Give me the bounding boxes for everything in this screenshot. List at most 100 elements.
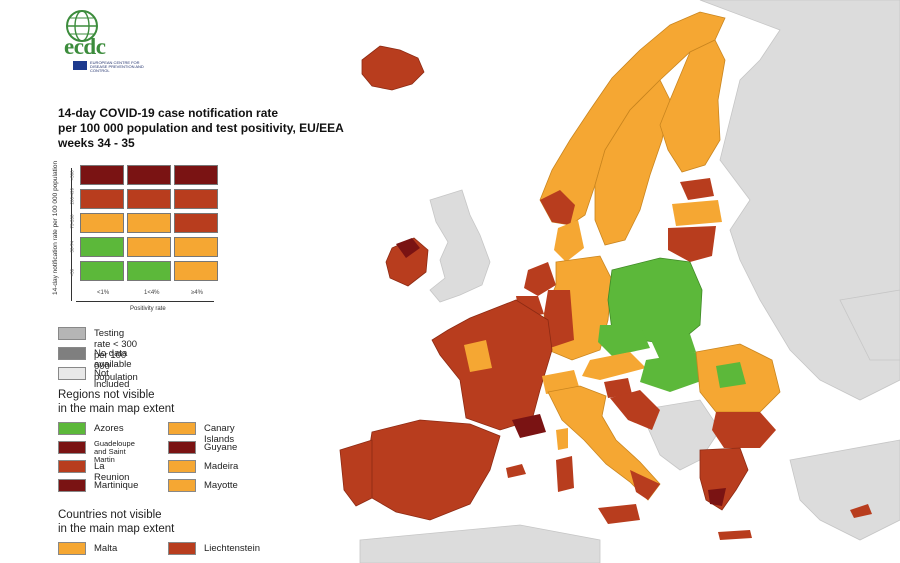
legend-swatch xyxy=(58,367,86,380)
region-norway-south xyxy=(540,190,575,225)
matrix-cell xyxy=(80,189,124,209)
legend-label: Liechtenstein xyxy=(204,543,260,554)
region-estonia xyxy=(680,178,714,200)
matrix-cell xyxy=(80,165,124,185)
region-crete xyxy=(718,530,752,540)
legend-label: Canary Islands xyxy=(204,423,235,445)
matrix-cell xyxy=(127,213,171,233)
legend-label: Malta xyxy=(94,543,118,554)
legend-label: Guadeloupe and Saint Martin xyxy=(94,439,135,464)
matrix-y-axis-label: 14-day notification rate per 100 000 pop… xyxy=(52,160,59,295)
matrix-cell xyxy=(80,213,124,233)
region-croatia xyxy=(610,390,660,430)
legend-swatch xyxy=(168,460,196,473)
matrix-cell xyxy=(127,261,171,281)
map-title: 14-day COVID-19 case notification rate p… xyxy=(58,106,388,151)
matrix-x-tick: <1% xyxy=(97,290,110,296)
ecdc-logo-text: ecdc xyxy=(64,34,106,59)
region-sicily xyxy=(598,504,640,524)
matrix-cell xyxy=(174,189,218,209)
region-sweden xyxy=(594,79,671,246)
not-included-land xyxy=(359,0,900,563)
region-cyprus xyxy=(850,504,872,518)
region-ireland xyxy=(385,237,429,287)
region-sardinia xyxy=(556,456,574,492)
region-slovakia xyxy=(650,334,696,360)
map-title-line3: weeks 34 - 35 xyxy=(58,136,135,150)
legend-label: Testing rate < 300 per 100 000 populatio… xyxy=(94,328,138,383)
region-hungary xyxy=(640,352,704,392)
matrix-cell xyxy=(174,237,218,257)
legend-swatch xyxy=(58,441,86,454)
matrix-cell xyxy=(127,237,171,257)
legend-label: La Reunion xyxy=(94,461,130,483)
eu-flag-icon xyxy=(73,61,87,70)
matrix-cell xyxy=(127,165,171,185)
legend-label: Martinique xyxy=(94,480,139,491)
color-matrix xyxy=(80,165,220,285)
matrix-x-axis-label: Positivity rate xyxy=(130,306,166,312)
legend-label: Azores xyxy=(94,423,124,434)
legend-label: No data available xyxy=(94,348,132,370)
region-czechia xyxy=(598,325,650,356)
region-lithuania xyxy=(668,226,716,262)
region-romania-center xyxy=(716,362,746,388)
countries-heading: Countries not visible in the main map ex… xyxy=(58,509,175,535)
region-slovenia xyxy=(604,378,632,398)
matrix-y-tick: <50 xyxy=(69,268,75,277)
legend-swatch xyxy=(58,347,86,360)
region-finland xyxy=(659,39,726,173)
legend-swatch xyxy=(58,327,86,340)
matrix-cell xyxy=(80,261,124,281)
region-germany-west xyxy=(544,290,574,348)
legend-swatch xyxy=(168,422,196,435)
matrix-y-tick: 75-200 xyxy=(69,214,75,229)
legend-swatch xyxy=(58,460,86,473)
legend-swatch xyxy=(168,479,196,492)
matrix-cell xyxy=(174,213,218,233)
matrix-x-tick: ≥4% xyxy=(191,290,203,296)
region-balearic xyxy=(506,464,526,478)
region-france-south-east xyxy=(512,414,546,438)
region-spain xyxy=(365,419,501,521)
region-corsica xyxy=(556,428,568,450)
region-portugal xyxy=(339,439,373,507)
legend-label: Mayotte xyxy=(204,480,238,491)
region-france-west xyxy=(464,340,492,372)
region-france xyxy=(431,299,553,431)
matrix-cell xyxy=(80,237,124,257)
matrix-y-tick: 200-499 xyxy=(69,187,75,205)
ecdc-logo-globe-icon xyxy=(66,10,98,42)
region-netherlands xyxy=(524,262,556,296)
matrix-x-axis xyxy=(76,301,214,302)
legend-swatch xyxy=(58,479,86,492)
legend-swatch xyxy=(168,542,196,555)
region-denmark xyxy=(554,220,584,262)
region-latvia xyxy=(672,200,722,226)
region-ireland-north xyxy=(396,238,420,258)
region-bulgaria xyxy=(712,412,776,448)
matrix-cell xyxy=(174,165,218,185)
regions-heading: Regions not visible in the main map exte… xyxy=(58,389,175,415)
matrix-cell xyxy=(127,189,171,209)
legend-label: Not included xyxy=(94,368,130,390)
region-greece-south xyxy=(708,488,726,506)
legend-swatch xyxy=(58,422,86,435)
legend-swatch xyxy=(168,441,196,454)
region-italy-south xyxy=(630,470,660,500)
map-title-line1: 14-day COVID-19 case notification rate xyxy=(58,106,279,120)
region-austria xyxy=(582,352,646,380)
legend-label: Guyane xyxy=(204,442,238,453)
map-title-line2: per 100 000 population and test positivi… xyxy=(58,121,344,135)
legend-swatch xyxy=(58,542,86,555)
legend-label: Madeira xyxy=(204,461,239,472)
region-greece xyxy=(699,447,749,511)
matrix-x-tick: 1<4% xyxy=(144,290,160,296)
matrix-cell xyxy=(174,261,218,281)
region-iceland xyxy=(361,45,425,91)
ecdc-logo-subtitle: EUROPEAN CENTRE FOR DISEASE PREVENTION A… xyxy=(90,60,144,73)
matrix-y-tick: 50-74 xyxy=(69,240,75,253)
matrix-y-tick: >500 xyxy=(69,170,75,181)
matrix-y-axis xyxy=(71,168,72,301)
